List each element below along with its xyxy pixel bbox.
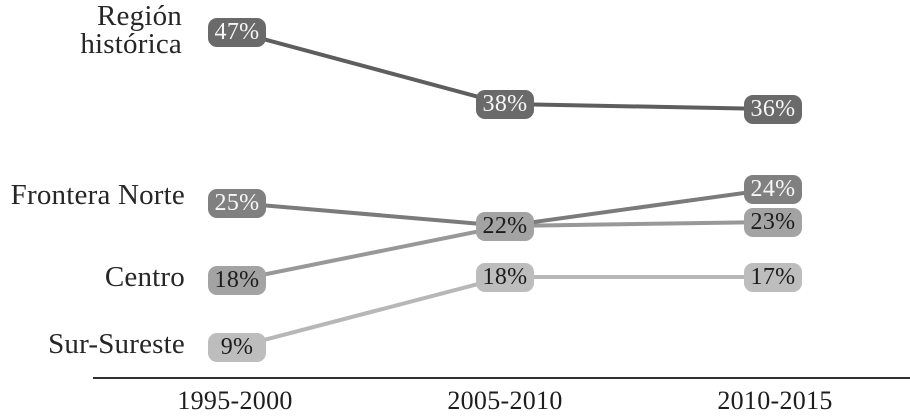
value-badge: 38%: [476, 89, 534, 119]
series-label-centro: Centro: [104, 261, 185, 293]
x-axis-baseline: [93, 377, 910, 379]
value-badge: 18%: [208, 265, 266, 295]
x-tick-label-2005-2010: 2005-2010: [447, 386, 563, 415]
value-badge: 18%: [476, 262, 534, 292]
value-badge: 23%: [744, 207, 802, 237]
value-badge: 17%: [744, 262, 802, 292]
value-badge: 9%: [208, 332, 266, 362]
value-badge: 36%: [744, 94, 802, 124]
value-badge: 24%: [744, 174, 802, 204]
series-label-frontera-norte: Frontera Norte: [10, 179, 185, 211]
x-tick-label-1995-2000: 1995-2000: [177, 386, 293, 415]
value-badge: 47%: [208, 17, 266, 47]
series-label-region-historica: Región histórica: [80, 0, 182, 60]
value-badge: 25%: [208, 188, 266, 218]
value-badge: 22%: [476, 211, 534, 241]
series-label-sur-sureste: Sur-Sureste: [48, 328, 185, 360]
x-tick-label-2010-2015: 2010-2015: [717, 386, 833, 415]
